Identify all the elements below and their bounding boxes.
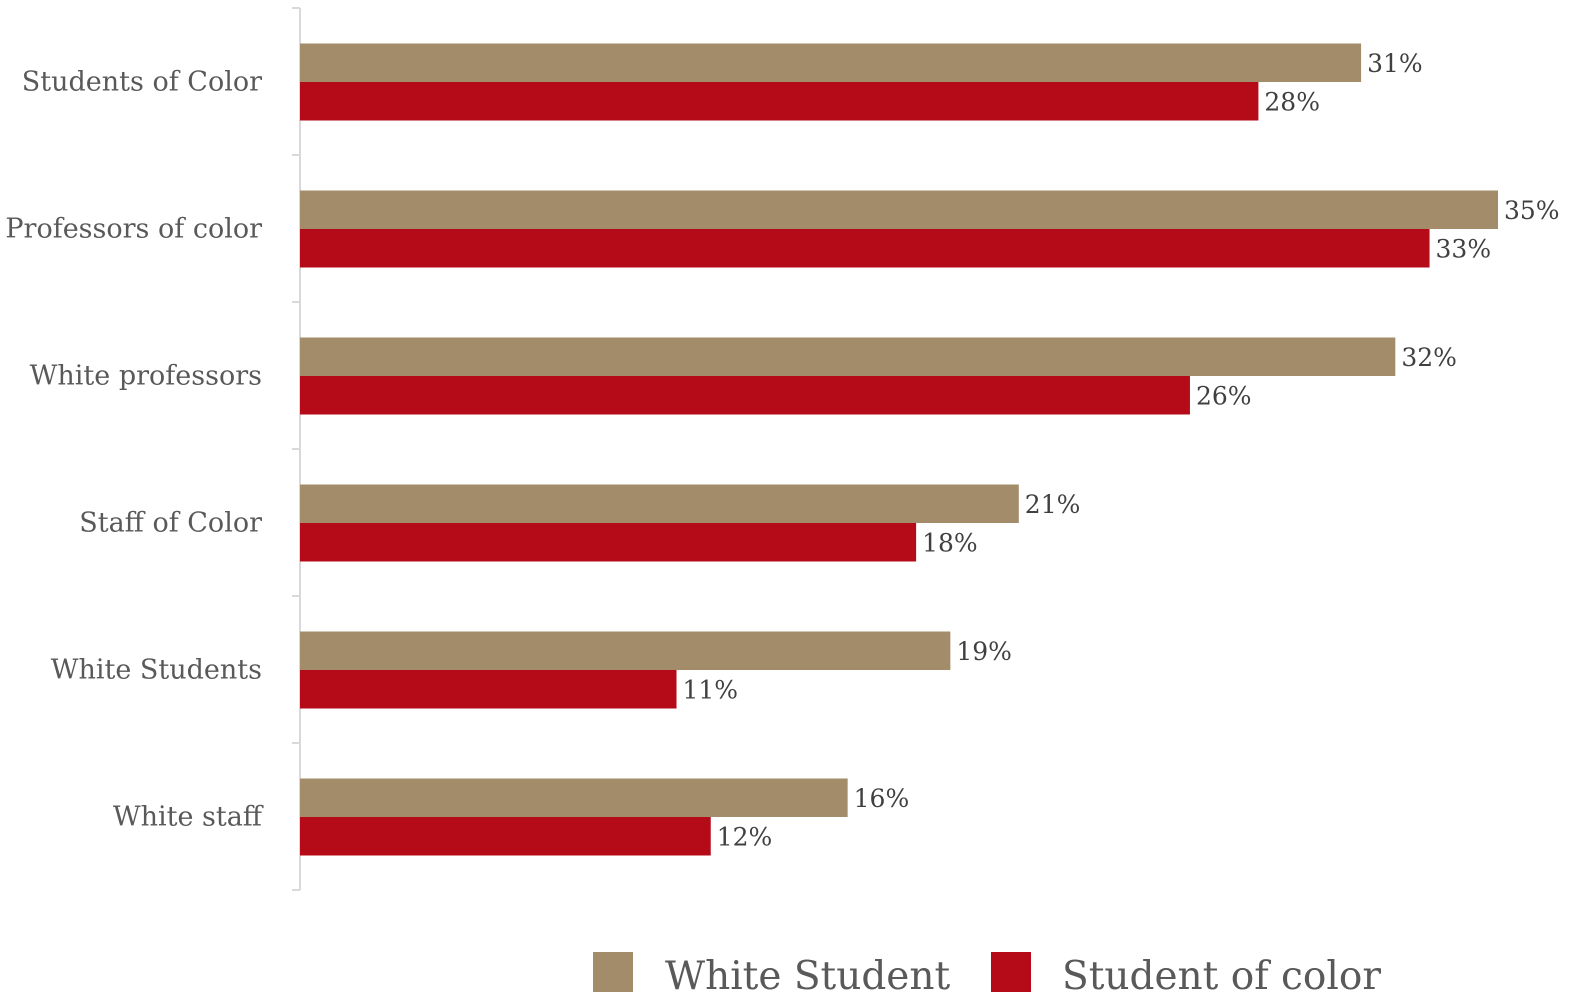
bar	[300, 523, 917, 562]
category-labels: Students of Color Professors of color Whit…	[5, 67, 263, 833]
bar	[300, 484, 1019, 523]
data-label: 33%	[1436, 234, 1492, 263]
category-label: White professors	[30, 361, 262, 392]
legend-label: Student of color	[1062, 954, 1381, 999]
data-label: 21%	[1025, 490, 1081, 519]
data-label: 11%	[683, 675, 739, 704]
data-label: 12%	[717, 822, 773, 851]
category-label: Students of Color	[22, 67, 262, 98]
legend-label: White Student	[665, 954, 950, 999]
data-label: 28%	[1264, 87, 1320, 116]
category-axis	[292, 7, 301, 891]
data-label: 31%	[1367, 49, 1423, 78]
bars	[300, 43, 1498, 856]
data-label: 32%	[1401, 343, 1457, 372]
category-label: Professors of color	[5, 214, 262, 245]
legend-swatch	[593, 952, 633, 992]
value-labels: 31% 28% 35% 33% 32% 26% 21% 18% 19% 11% 16% 12%	[683, 49, 1560, 852]
data-label: 18%	[922, 528, 978, 557]
data-label: 26%	[1196, 381, 1252, 410]
bar	[300, 376, 1190, 415]
bar	[300, 631, 951, 670]
bar	[300, 778, 848, 817]
data-label: 35%	[1504, 196, 1560, 225]
legend: White Student Student of color	[593, 952, 1381, 999]
bar	[300, 337, 1396, 376]
bar	[300, 43, 1362, 82]
bar	[300, 670, 677, 709]
legend-swatch	[991, 952, 1031, 992]
bar	[300, 229, 1430, 268]
category-label: White staff	[113, 802, 264, 833]
data-label: 19%	[956, 637, 1012, 666]
data-label: 16%	[854, 784, 910, 813]
bar	[300, 190, 1498, 229]
bar	[300, 82, 1259, 121]
category-label: White Students	[51, 655, 262, 686]
bar	[300, 817, 711, 856]
category-label: Staff of Color	[79, 508, 262, 539]
